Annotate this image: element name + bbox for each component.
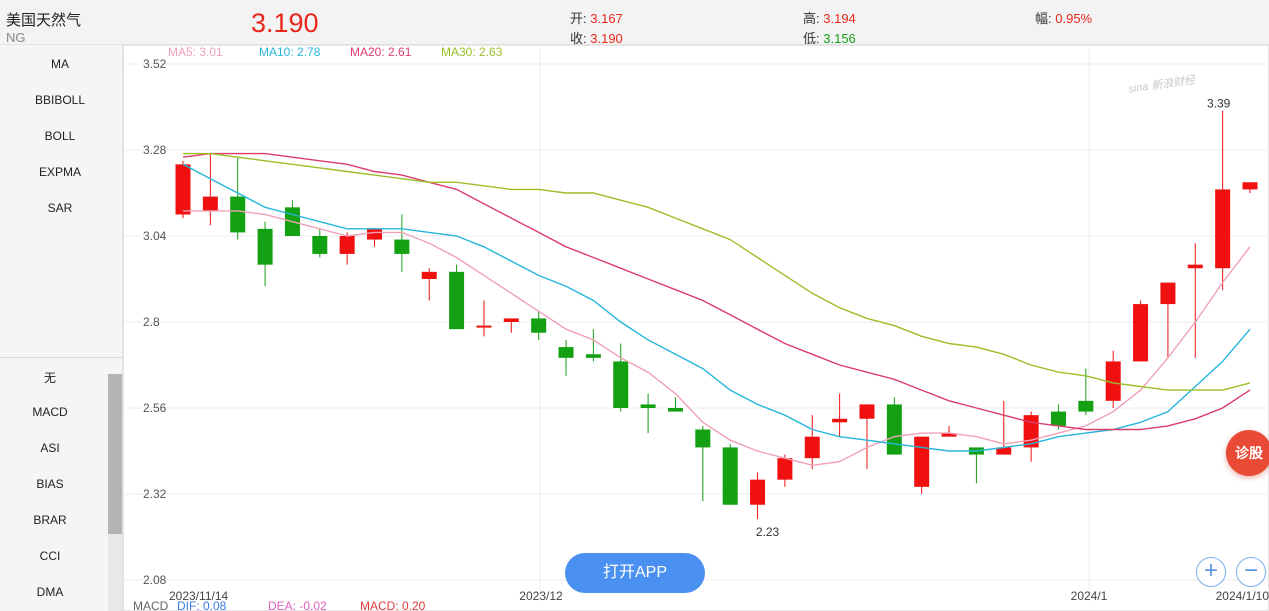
ma5-line xyxy=(183,210,1251,467)
open-quote: 开: 3.167 xyxy=(570,11,623,26)
sub-indicator-bias[interactable]: BIAS xyxy=(36,477,64,491)
candle-body xyxy=(1133,304,1149,362)
candle-body xyxy=(230,196,246,233)
candle-body xyxy=(1215,189,1231,269)
min-price-label: 2.23 xyxy=(756,525,780,539)
main-indicator-menu: MA BBIBOLL BOLL EXPMA SAR xyxy=(0,45,123,357)
ma20-line xyxy=(182,152,1251,431)
ma30-line xyxy=(183,152,1251,391)
macd-value: MACD: 0.20 xyxy=(360,599,426,611)
candle-body xyxy=(1105,361,1121,401)
candle-body xyxy=(257,228,273,265)
y-tick-label: 2.8 xyxy=(143,315,160,329)
candle-body xyxy=(312,236,328,254)
indicator-ma[interactable]: MA xyxy=(51,57,69,71)
candle-body xyxy=(859,404,875,419)
last-price: 3.190 xyxy=(251,8,319,38)
candle-body xyxy=(750,479,766,505)
ma10-line xyxy=(182,163,1251,452)
candle-body xyxy=(886,404,902,455)
sub-indicator-macd[interactable]: MACD xyxy=(32,405,68,419)
sub-indicator-menu: 无 MACD ASI BIAS BRAR CCI DMA xyxy=(0,357,123,611)
menu-scrollbar-thumb[interactable] xyxy=(108,374,122,534)
candle-body xyxy=(1050,411,1066,426)
indicator-sar[interactable]: SAR xyxy=(47,201,73,215)
candle-body xyxy=(914,436,930,487)
candle-body xyxy=(449,271,465,330)
candle-body xyxy=(1242,182,1258,190)
candle-body xyxy=(695,429,711,448)
candle-body xyxy=(367,228,383,240)
candle-body xyxy=(202,196,218,211)
sub-indicator-brar[interactable]: BRAR xyxy=(33,513,67,527)
candle-body xyxy=(996,447,1012,455)
open-app-button[interactable]: 打开APP xyxy=(565,553,705,593)
x-tick-label: 2024/1/10 xyxy=(1216,589,1269,603)
high-quote: 高: 3.194 xyxy=(803,11,856,26)
x-tick-label: 2024/1 xyxy=(1071,589,1108,603)
sub-indicator-dma[interactable]: DMA xyxy=(36,585,64,599)
plot-border xyxy=(123,45,1269,611)
indicator-boll[interactable]: BOLL xyxy=(44,129,76,143)
candle-body xyxy=(667,408,683,412)
candle-body xyxy=(613,361,629,408)
ma10-legend: MA10: 2.78 xyxy=(259,45,321,59)
candle-body xyxy=(640,404,656,408)
instrument-name: 美国天然气 xyxy=(6,12,82,29)
indicator-expma[interactable]: EXPMA xyxy=(38,165,81,179)
candle-body xyxy=(394,239,410,254)
macd-title: MACD xyxy=(133,599,169,611)
candle-body xyxy=(585,354,601,358)
diagnose-stock-button[interactable]: 诊股 xyxy=(1226,430,1269,476)
change-quote: 幅: 0.95% xyxy=(1035,11,1093,26)
zoom-in-button[interactable]: + xyxy=(1196,557,1226,587)
max-price-label: 3.39 xyxy=(1207,97,1231,111)
zoom-out-button[interactable]: − xyxy=(1236,557,1266,587)
instrument-code: NG xyxy=(6,30,26,45)
candle-body xyxy=(476,325,492,328)
x-tick-label: 2023/12 xyxy=(519,589,563,603)
y-tick-label: 3.28 xyxy=(143,143,167,157)
candle-body xyxy=(1078,400,1094,412)
low-quote: 低: 3.156 xyxy=(803,31,856,46)
candle-body xyxy=(804,436,820,459)
ma30-legend: MA30: 2.63 xyxy=(441,45,503,59)
close-quote: 收: 3.190 xyxy=(570,31,623,46)
y-tick-label: 2.08 xyxy=(143,573,167,587)
candle-body xyxy=(558,347,574,358)
ma20-legend: MA20: 2.61 xyxy=(350,45,412,59)
macd-dea: DEA: -0.02 xyxy=(268,599,327,611)
y-tick-label: 2.56 xyxy=(143,401,167,415)
indicator-bbiboll[interactable]: BBIBOLL xyxy=(34,93,86,107)
y-tick-label: 2.32 xyxy=(143,487,167,501)
candle-body xyxy=(339,236,355,254)
candle-body xyxy=(531,318,547,333)
candle-body xyxy=(1160,282,1176,305)
candle-body xyxy=(722,447,738,505)
macd-dif: DIF: 0.08 xyxy=(177,599,227,611)
sub-indicator-cci[interactable]: CCI xyxy=(39,549,61,563)
ma5-legend: MA5: 3.01 xyxy=(168,45,223,59)
candle-body xyxy=(777,458,793,480)
candle-body xyxy=(941,433,957,437)
quote-header: 美国天然气 NG 3.190 开: 3.167 收: 3.190 高: 3.19… xyxy=(0,0,1269,46)
sub-indicator-asi[interactable]: ASI xyxy=(40,441,60,455)
x-tick-label: 2023/11/14 xyxy=(169,589,228,603)
candle-body xyxy=(1187,264,1203,269)
candle-body xyxy=(421,271,437,279)
candle-body xyxy=(503,318,519,322)
candle-body xyxy=(832,418,848,423)
candle-body xyxy=(175,164,191,215)
y-tick-label: 3.04 xyxy=(143,229,167,243)
y-tick-label: 3.52 xyxy=(143,57,167,71)
sub-indicator-none[interactable]: 无 xyxy=(43,371,56,385)
